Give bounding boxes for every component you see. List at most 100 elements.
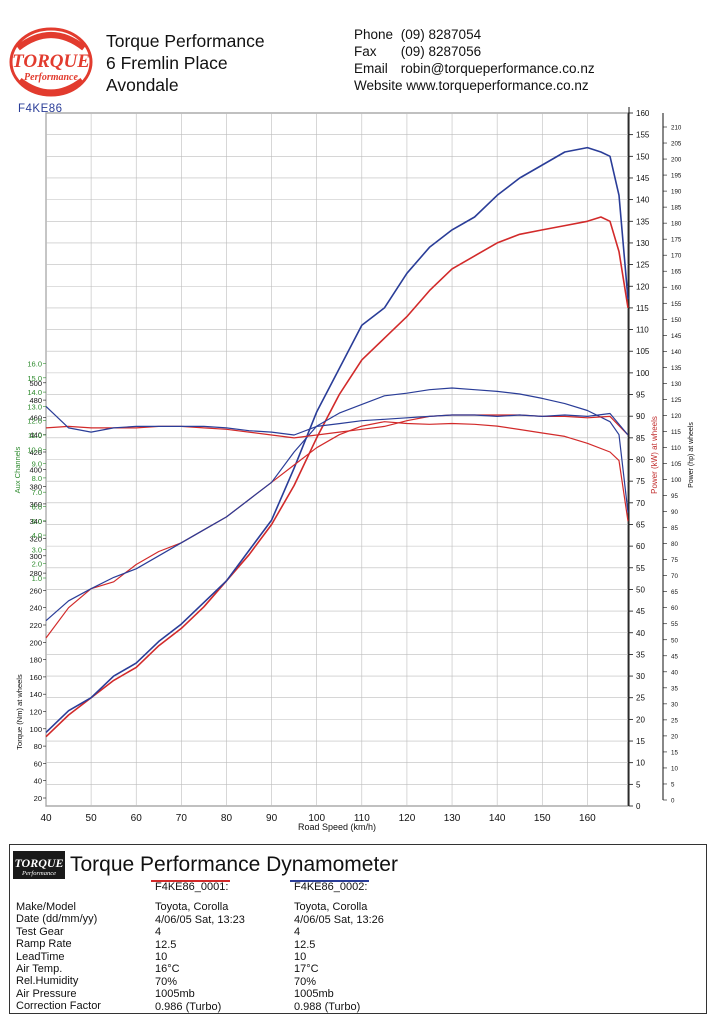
hp-tick-label: 155 <box>671 301 682 308</box>
x-tick-label: 140 <box>489 813 506 824</box>
torque-tick-label: 40 <box>34 777 42 786</box>
torque-logo-small: TORQUE Performance <box>13 851 65 879</box>
aux-tick-label: 3.0 <box>32 545 42 554</box>
hp-tick-label: 20 <box>671 733 678 740</box>
torque-tick-label: 480 <box>29 396 42 405</box>
run-1-value: 4/06/05 Sat, 13:23 <box>155 913 245 926</box>
website-value: www.torqueperformance.co.nz <box>406 78 589 93</box>
x-tick-label: 70 <box>176 813 188 824</box>
series-line-power_kw-run1 <box>45 216 629 738</box>
aux-tick-label: 8.0 <box>32 474 42 483</box>
torque-tick-label: 280 <box>29 569 42 578</box>
kw-tick-label: 75 <box>636 477 645 486</box>
kw-tick-label: 140 <box>636 196 650 205</box>
torque-tick-label: 200 <box>29 638 42 647</box>
contact-block: Phone (09) 8287054 Fax (09) 8287056 Emai… <box>354 26 595 94</box>
kw-tick-label: 60 <box>636 542 645 551</box>
run-2-value: 12.5 <box>294 938 316 951</box>
torque-tick-label: 120 <box>29 708 42 717</box>
hp-tick-label: 100 <box>671 477 682 484</box>
run-2-value: Toyota, Corolla <box>294 901 368 914</box>
kw-tick-label: 40 <box>636 629 645 638</box>
aux-tick-label: 11.0 <box>28 431 42 440</box>
hp-tick-label: 85 <box>671 525 678 532</box>
torque-tick-label: 220 <box>29 621 42 630</box>
hp-tick-label: 185 <box>671 205 682 212</box>
hp-tick-label: 205 <box>671 141 682 148</box>
hp-tick-label: 30 <box>671 701 678 708</box>
company-name: Torque Performance <box>106 31 265 51</box>
run-2-column: F4KE86_0002: Toyota, Corolla 4/06/05 Sat… <box>290 880 384 1013</box>
hp-tick-label: 195 <box>671 173 682 180</box>
kw-tick-label: 135 <box>636 217 650 226</box>
torque-tick-label: 60 <box>34 759 42 768</box>
torque-tick-label: 400 <box>29 465 42 474</box>
kw-tick-label: 0 <box>636 802 641 811</box>
param-label: Air Temp. <box>16 963 63 976</box>
series-line-power_kw-run2 <box>45 146 629 733</box>
run-1-value: 70% <box>155 975 178 988</box>
hp-axis-label: Power (hp) at wheels <box>688 422 695 488</box>
fax-value: (09) 8287056 <box>400 44 482 59</box>
aux-tick-label: 6.0 <box>32 503 42 512</box>
logo-top-text: TORQUE <box>12 51 90 72</box>
x-tick-label: 80 <box>221 813 233 824</box>
aux-tick-label: 12.0 <box>27 417 42 426</box>
aux-tick-label: 9.0 <box>32 460 42 469</box>
kw-tick-label: 35 <box>636 650 645 659</box>
aux-tick-label: 4.0 <box>32 531 42 540</box>
kw-tick-label: 25 <box>636 694 645 703</box>
param-label: Date (dd/mm/yy) <box>16 913 98 926</box>
kw-tick-label: 95 <box>636 391 645 400</box>
kw-tick-label: 155 <box>636 131 650 140</box>
torque-tick-label: 160 <box>29 673 42 682</box>
hp-tick-label: 25 <box>671 717 678 724</box>
series-line-torque_nm-run2 <box>45 387 629 622</box>
hp-tick-label: 125 <box>671 397 682 404</box>
aux-tick-label: 14.0 <box>27 388 42 397</box>
hp-tick-label: 0 <box>671 798 675 805</box>
x-tick-label: 160 <box>579 813 596 824</box>
x-tick-label: 120 <box>399 813 416 824</box>
torque-tick-label: 260 <box>29 586 42 595</box>
hp-tick-label: 90 <box>671 509 678 516</box>
hp-tick-label: 135 <box>671 365 682 372</box>
aux-tick-label: 15.0 <box>27 374 42 383</box>
hp-tick-label: 160 <box>671 285 682 292</box>
run-1-name: F4KE86_0001: <box>155 881 229 893</box>
hp-tick-label: 65 <box>671 589 678 596</box>
company-block: Torque Performance 6 Fremlin Place Avond… <box>106 30 265 96</box>
hp-tick-label: 115 <box>671 429 681 436</box>
kw-axis-label: Power (kW) at wheels <box>650 416 659 494</box>
phone-value: (09) 8287054 <box>400 27 482 42</box>
param-label: LeadTime <box>16 950 65 963</box>
hp-tick-label: 50 <box>671 637 678 644</box>
param-label: Correction Factor <box>16 1000 101 1013</box>
hp-tick-label: 45 <box>671 653 678 660</box>
kw-tick-label: 20 <box>636 715 645 724</box>
hp-tick-label: 200 <box>671 157 682 164</box>
param-label: Air Pressure <box>16 987 77 1000</box>
run-1-value: 12.5 <box>155 938 177 951</box>
series-line-torque_nm-run1 <box>45 421 629 639</box>
aux-tick-label: 1.0 <box>32 574 42 583</box>
param-label: Make/Model <box>16 901 76 913</box>
torque-tick-label: 180 <box>29 656 42 665</box>
kw-tick-label: 90 <box>636 412 645 421</box>
run-2-value: 4/06/05 Sat, 13:26 <box>294 913 384 926</box>
kw-tick-label: 80 <box>636 456 645 465</box>
hp-tick-label: 75 <box>671 557 678 564</box>
kw-tick-label: 55 <box>636 564 645 573</box>
kw-tick-label: 30 <box>636 672 645 681</box>
x-tick-label: 40 <box>40 813 52 824</box>
kw-tick-label: 125 <box>636 261 650 270</box>
fax-label: Fax <box>354 44 377 59</box>
param-label: Ramp Rate <box>16 938 72 951</box>
aux-tick-label: 5.0 <box>32 517 42 526</box>
run-2-value: 1005mb <box>294 988 334 1001</box>
param-label: Test Gear <box>16 925 64 938</box>
hp-tick-label: 15 <box>671 749 678 756</box>
hp-tick-label: 105 <box>671 461 682 468</box>
hp-tick-label: 165 <box>671 269 682 276</box>
aux-tick-label: 2.0 <box>32 560 42 569</box>
